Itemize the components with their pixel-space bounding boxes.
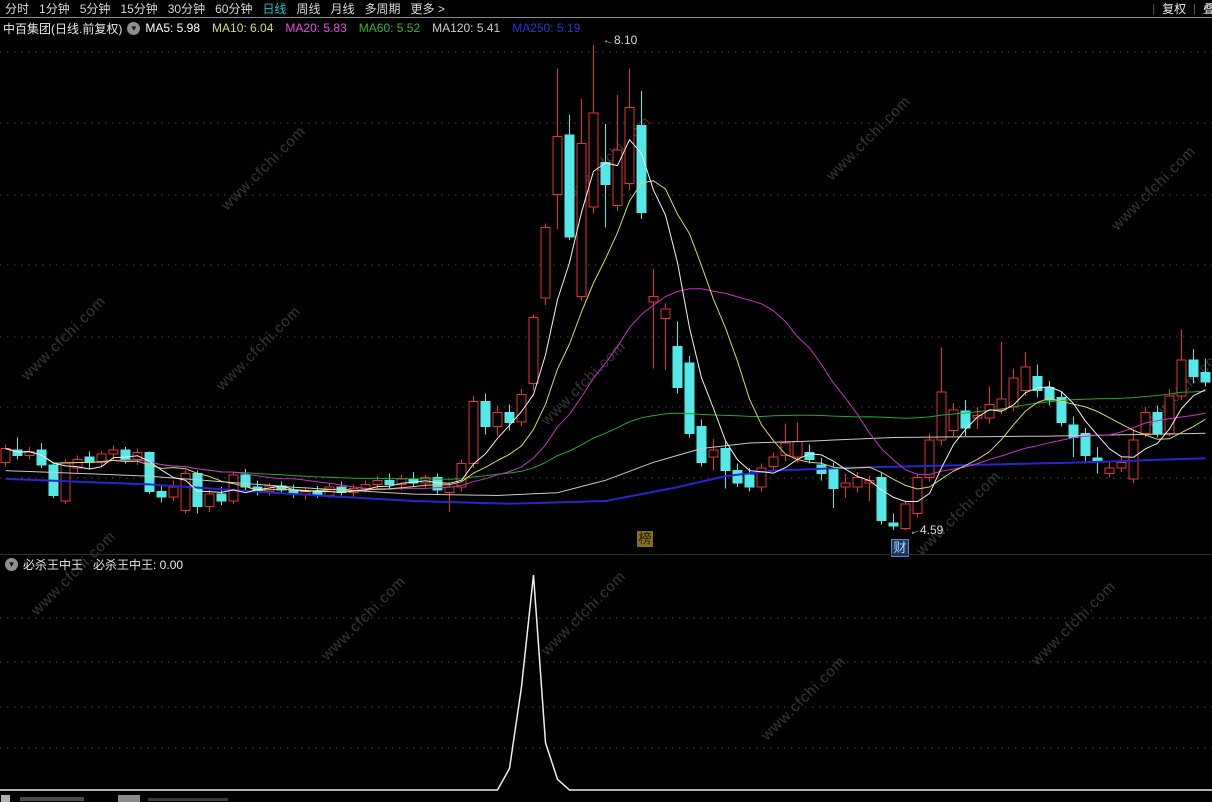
- indicator-spike-line: [0, 574, 1212, 791]
- menu-item-7[interactable]: 周线: [296, 2, 321, 16]
- menu-separator: |: [1193, 2, 1196, 15]
- clipped-text: [20, 797, 84, 801]
- menu-item-4[interactable]: 30分钟: [167, 2, 206, 16]
- ma-legend: MA5: 5.98 MA10: 6.04 MA20: 5.83 MA60: 5.52 M…: [145, 21, 592, 35]
- menu-bar: 分时 1分钟 5分钟 15分钟 30分钟 60分钟 日线 周线 月线 多周期 更多 > | 复权 |…: [0, 0, 1212, 18]
- menu-item-9[interactable]: 多周期: [364, 2, 401, 16]
- ma-legend-item-2: MA20: 5.83: [285, 21, 347, 35]
- menu-item-1[interactable]: 1分钟: [39, 2, 70, 16]
- rank-badge[interactable]: 榜: [637, 531, 653, 547]
- period-menu: 分时 1分钟 5分钟 15分钟 30分钟 60分钟 日线 周线 月线 多周期 更多 >: [0, 0, 1149, 17]
- wealth-badge[interactable]: 财: [891, 539, 909, 557]
- indicator-name: 必杀王中王: [23, 557, 84, 572]
- clipped-text: [118, 795, 140, 802]
- title-bar: 中百集团(日线.前复权) ▾ MA5: 5.98 MA10: 6.04 MA20: …: [0, 19, 1212, 37]
- clipped-next-panel: [0, 793, 1212, 802]
- clipped-text: [148, 798, 228, 801]
- menu-item-2[interactable]: 5分钟: [79, 2, 111, 16]
- ma-legend-item-4: MA120: 5.41: [432, 21, 501, 35]
- menu-item-10[interactable]: 更多 >: [410, 2, 445, 16]
- indicator-panel-header: ▾ 必杀王中王 必杀王中王: 0.00: [0, 554, 1212, 573]
- menu-item-0[interactable]: 分时: [5, 2, 30, 16]
- menu-right-buttons: | 复权 | 叠: [1149, 0, 1212, 17]
- ma-legend-item-5: MA250: 5.19: [512, 21, 581, 35]
- adjust-rights-button[interactable]: 复权: [1162, 2, 1187, 16]
- menu-item-5[interactable]: 60分钟: [215, 2, 253, 16]
- menu-separator: |: [1152, 2, 1156, 15]
- ma-legend-item-3: MA60: 5.52: [358, 21, 421, 35]
- ma-legend-item-0: MA5: 5.98: [145, 21, 201, 35]
- indicator-value: 必杀王中王: 0.00: [93, 557, 184, 572]
- menu-item-3[interactable]: 15分钟: [120, 2, 158, 16]
- chevron-down-icon[interactable]: ▾: [5, 557, 18, 571]
- chevron-down-icon[interactable]: ▾: [127, 21, 141, 35]
- clipped-icon: [1, 795, 10, 802]
- overlay-button[interactable]: 叠: [1202, 2, 1212, 16]
- menu-item-6[interactable]: 日线: [262, 2, 287, 16]
- ma-legend-item-1: MA10: 6.04: [212, 21, 274, 35]
- high-price-annotation: ←8.10: [601, 33, 638, 49]
- low-price-annotation: ←4.59: [907, 523, 944, 539]
- menu-item-8[interactable]: 月线: [330, 2, 355, 16]
- stock-title: 中百集团(日线.前复权): [3, 21, 123, 36]
